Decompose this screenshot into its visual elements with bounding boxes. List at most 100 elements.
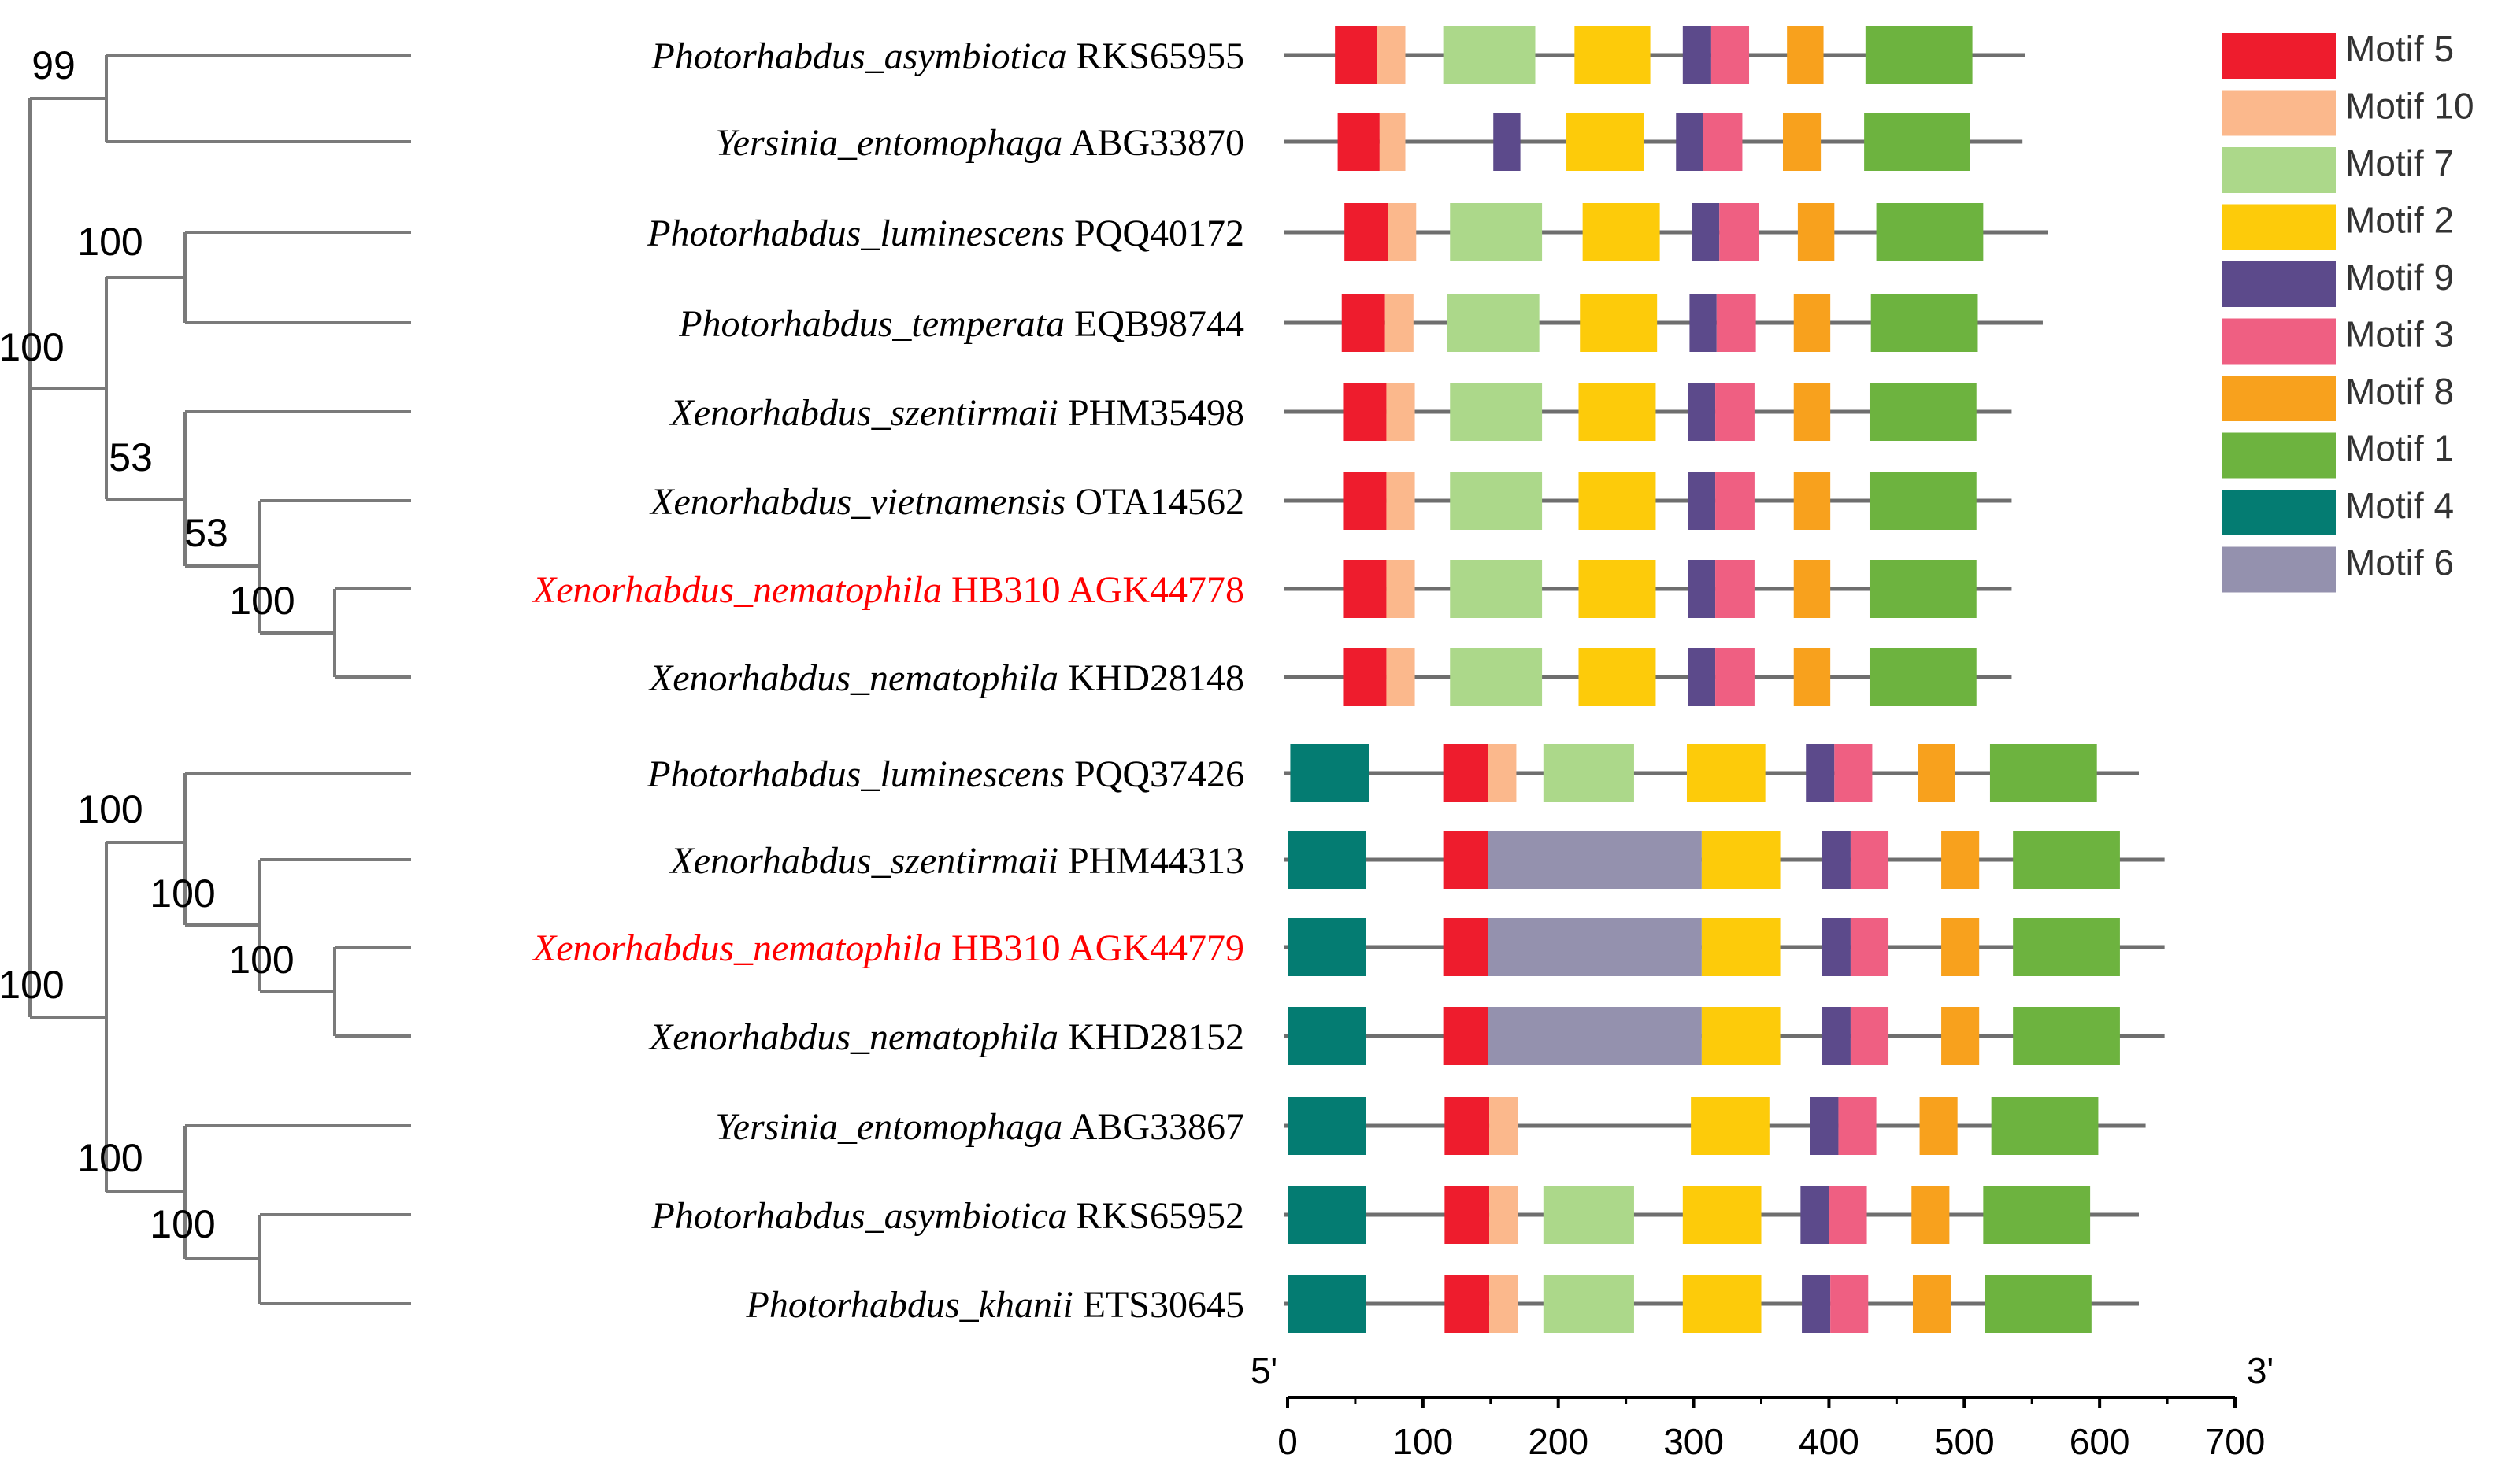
bootstrap-value: 100	[150, 1202, 215, 1246]
bootstrap-value: 100	[0, 963, 65, 1007]
motif-box-motif-8	[1793, 648, 1831, 706]
legend-swatch	[2222, 147, 2336, 193]
legend-swatch	[2222, 33, 2336, 79]
phylogenetic-tree	[28, 54, 411, 1305]
taxon-label: Xenorhabdus_nematophila HB310 AGK44778	[532, 569, 1244, 611]
motif-box-motif-1	[1983, 1186, 2091, 1244]
motif-tracks	[1284, 26, 2165, 1333]
bootstrap-value: 100	[228, 938, 294, 982]
five-prime-label: 5'	[1251, 1350, 1277, 1391]
motif-box-motif-10	[1489, 1275, 1518, 1333]
motif-box-motif-3	[1850, 918, 1889, 976]
motif-box-motif-4	[1288, 1097, 1366, 1155]
taxon-genus: Xenorhabdus_vietnamensis	[649, 481, 1066, 523]
taxon-label: Xenorhabdus_nematophila KHD28148	[648, 657, 1244, 699]
taxon-label: Photorhabdus_temperata EQB98744	[678, 303, 1244, 345]
taxon-accession: PHM44313	[1058, 840, 1244, 882]
motif-box-motif-1	[1989, 744, 2097, 802]
motif-box-motif-5	[1335, 26, 1377, 84]
axis-tick-label: 300	[1663, 1421, 1724, 1462]
motif-box-motif-3	[1715, 648, 1755, 706]
legend-label: Motif 5	[2345, 28, 2454, 69]
motif-box-motif-1	[1869, 560, 1977, 618]
motif-box-motif-4	[1288, 1186, 1366, 1244]
motif-box-motif-9	[1688, 648, 1716, 706]
legend-swatch	[2222, 432, 2336, 479]
taxon-label: Xenorhabdus_nematophila KHD28152	[648, 1016, 1244, 1058]
motif-box-motif-9	[1802, 1275, 1831, 1333]
legend-swatch	[2222, 204, 2336, 250]
legend-label: Motif 2	[2345, 200, 2454, 241]
taxon-genus: Xenorhabdus_nematophila	[648, 1016, 1058, 1058]
taxon-accession: RKS65955	[1067, 35, 1244, 77]
taxon-accession: EQB98744	[1065, 303, 1244, 345]
motif-box-motif-3	[1710, 26, 1750, 84]
motif-box-motif-1	[1876, 203, 1984, 261]
motif-box-motif-4	[1288, 831, 1366, 889]
taxon-label: Photorhabdus_luminescens PQQ37426	[647, 753, 1244, 795]
motif-box-motif-1	[1869, 472, 1977, 530]
motif-box-motif-5	[1341, 294, 1385, 352]
taxon-genus: Xenorhabdus_nematophila	[648, 657, 1058, 699]
motif-box-motif-5	[1443, 744, 1488, 802]
bootstrap-value: 99	[32, 43, 76, 87]
taxon-accession: KHD28152	[1058, 1016, 1244, 1058]
motif-box-motif-7	[1543, 744, 1634, 802]
motif-box-motif-5	[1343, 383, 1387, 441]
motif-box-motif-9	[1692, 203, 1720, 261]
motif-box-motif-5	[1343, 472, 1387, 530]
taxon-label: Yersinia_entomophaga ABG33867	[715, 1106, 1244, 1148]
motif-box-motif-9	[1688, 383, 1716, 441]
motif-box-motif-8	[1941, 1007, 1980, 1065]
taxon-label: Xenorhabdus_nematophila HB310 AGK44779	[532, 927, 1244, 969]
motif-box-motif-3	[1719, 203, 1759, 261]
motif-box-motif-2	[1574, 26, 1651, 84]
motif-box-motif-8	[1941, 918, 1980, 976]
taxon-accession: PHM35498	[1058, 392, 1244, 434]
taxon-accession: ETS30645	[1073, 1284, 1244, 1326]
motif-box-motif-7	[1450, 472, 1543, 530]
bootstrap-value: 100	[150, 872, 215, 916]
motif-box-motif-1	[1985, 1275, 2092, 1333]
motif-box-motif-9	[1688, 560, 1716, 618]
motif-box-motif-5	[1443, 918, 1488, 976]
motif-box-motif-5	[1344, 203, 1388, 261]
axis-tick-label: 200	[1528, 1421, 1588, 1462]
legend-label: Motif 4	[2345, 485, 2454, 526]
motif-box-motif-8	[1793, 383, 1831, 441]
motif-box-motif-9	[1689, 294, 1717, 352]
motif-box-motif-9	[1810, 1097, 1839, 1155]
motif-box-motif-8	[1918, 744, 1955, 802]
motif-box-motif-9	[1806, 744, 1835, 802]
motif-box-motif-10	[1386, 472, 1415, 530]
taxon-accession: KHD28148	[1058, 657, 1244, 699]
motif-box-motif-3	[1715, 383, 1755, 441]
legend-label: Motif 6	[2345, 542, 2454, 583]
taxon-accession: ABG33870	[1062, 122, 1244, 164]
taxon-genus: Yersinia_entomophaga	[715, 122, 1062, 164]
motif-box-motif-9	[1688, 472, 1716, 530]
motif-box-motif-2	[1566, 113, 1644, 171]
motif-box-motif-2	[1578, 383, 1656, 441]
motif-box-motif-1	[2013, 1007, 2120, 1065]
motif-box-motif-5	[1443, 831, 1488, 889]
motif-box-motif-3	[1850, 1007, 1889, 1065]
motif-box-motif-10	[1489, 1186, 1518, 1244]
motif-box-motif-2	[1682, 1186, 1762, 1244]
motif-box-motif-8	[1912, 1275, 1951, 1333]
taxon-label: Photorhabdus_luminescens PQQ40172	[647, 213, 1244, 254]
legend-swatch	[2222, 490, 2336, 535]
motif-box-motif-10	[1489, 1097, 1518, 1155]
motif-box-motif-3	[1830, 1275, 1869, 1333]
motif-box-motif-6	[1488, 1007, 1702, 1065]
bootstrap-value: 100	[77, 1136, 143, 1180]
bootstrap-value: 53	[109, 435, 153, 479]
motif-box-motif-5	[1443, 1007, 1488, 1065]
motif-box-motif-4	[1288, 1007, 1366, 1065]
motif-box-motif-7	[1450, 560, 1543, 618]
taxon-genus: Yersinia_entomophaga	[715, 1106, 1062, 1148]
taxon-label: Xenorhabdus_vietnamensis OTA14562	[649, 481, 1244, 523]
motif-box-motif-8	[1793, 560, 1831, 618]
motif-box-motif-8	[1787, 26, 1824, 84]
taxon-label: Photorhabdus_asymbiotica RKS65955	[651, 35, 1244, 77]
